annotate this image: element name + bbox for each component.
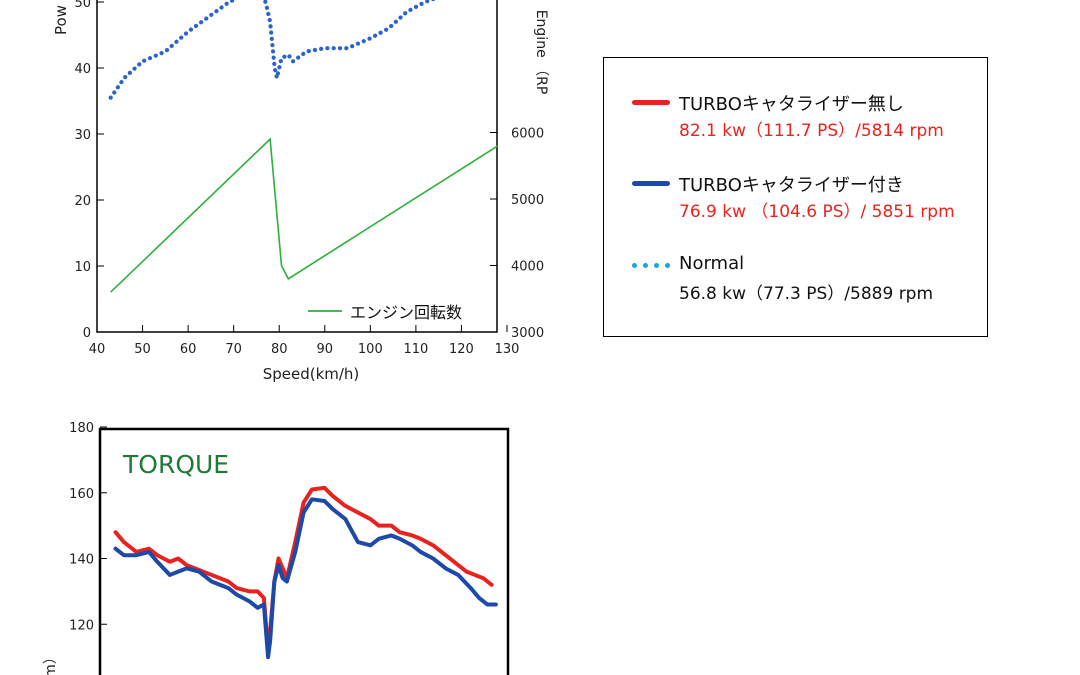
power-x-axis-label: Speed(km/h) — [263, 365, 360, 383]
power-left-tick-label: 20 — [74, 194, 91, 209]
torque-y-tick-label: 140 — [69, 553, 94, 568]
power-left-tick-label: 0 — [83, 326, 91, 341]
power-chart: 0 10 20 30 40 50 3000 4000 5000 6000 40 50 60 70 80 9… — [52, 0, 549, 383]
legend-detail: 56.8 kw（77.3 PS）/5889 rpm — [679, 284, 934, 304]
power-plot-frame — [96, 0, 498, 333]
torque-y-tick-label: 120 — [69, 618, 94, 633]
power-x-tick-label: 50 — [134, 342, 151, 357]
legend-label: TURBOキャタライザー付き — [679, 175, 904, 196]
legend-box: TURBOキャタライザー無し 82.1 kw（111.7 PS）/5814 rp… — [603, 57, 988, 337]
power-left-tick-label: 50 — [74, 0, 91, 11]
power-right-tick-label: 5000 — [511, 193, 544, 208]
power-x-tick-label: 80 — [271, 342, 288, 357]
power-x-tick-label: 130 — [495, 342, 520, 357]
power-series-group — [108, 0, 499, 293]
torque-chart: 120 140 160 180 TORQUE m） — [43, 421, 510, 675]
legend-label: Normal — [679, 253, 745, 274]
power-left-axis: 0 10 20 30 40 50 — [74, 0, 104, 341]
torque-y-axis-label: m） — [43, 650, 59, 675]
power-right-axis: 3000 4000 5000 6000 — [490, 127, 544, 341]
legend-label: TURBOキャタライザー無し — [679, 94, 904, 115]
power-right-tick-label: 3000 — [511, 326, 544, 341]
power-left-tick-label: 30 — [74, 128, 91, 143]
legend-detail: 76.9 kw （104.6 PS）/ 5851 rpm — [679, 202, 955, 222]
torque-series-group — [113, 485, 498, 660]
power-y-axis-label: Pow — [52, 5, 70, 35]
power-x-tick-label: 60 — [180, 342, 197, 357]
engine-speed-legend-label: エンジン回転数 — [350, 303, 462, 322]
power-x-tick-label: 120 — [449, 342, 474, 357]
power-left-tick-label: 10 — [74, 260, 91, 275]
legend-swatch-red-line — [632, 100, 670, 105]
legend-swatch-dotted-line — [632, 263, 670, 268]
power-left-tick-label: 40 — [74, 62, 91, 77]
power-x-tick-label: 70 — [225, 342, 242, 357]
power-x-tick-label: 110 — [403, 342, 428, 357]
power-series-dotted-line — [108, 0, 437, 100]
torque-title: TORQUE — [122, 450, 229, 479]
torque-series-turbo-without — [113, 485, 494, 653]
power-x-tick-label: 100 — [358, 342, 383, 357]
legend-swatch-blue-line — [632, 181, 670, 186]
power-x-axis: 40 50 60 70 80 90 100 110 120 130 — [89, 325, 520, 357]
torque-y-tick-label: 160 — [69, 487, 94, 502]
engine-y-axis-label: Engine （RP — [533, 10, 549, 95]
power-right-tick-label: 6000 — [511, 127, 544, 142]
legend-detail: 82.1 kw（111.7 PS）/5814 rpm — [679, 121, 944, 141]
power-x-tick-label: 40 — [89, 342, 106, 357]
power-right-tick-label: 4000 — [511, 260, 544, 275]
torque-series-turbo-with — [113, 497, 498, 660]
engine-speed-line — [110, 137, 499, 293]
torque-y-tick-label: 180 — [69, 421, 94, 436]
torque-y-axis: 120 140 160 180 — [69, 421, 107, 633]
power-x-tick-label: 90 — [317, 342, 334, 357]
